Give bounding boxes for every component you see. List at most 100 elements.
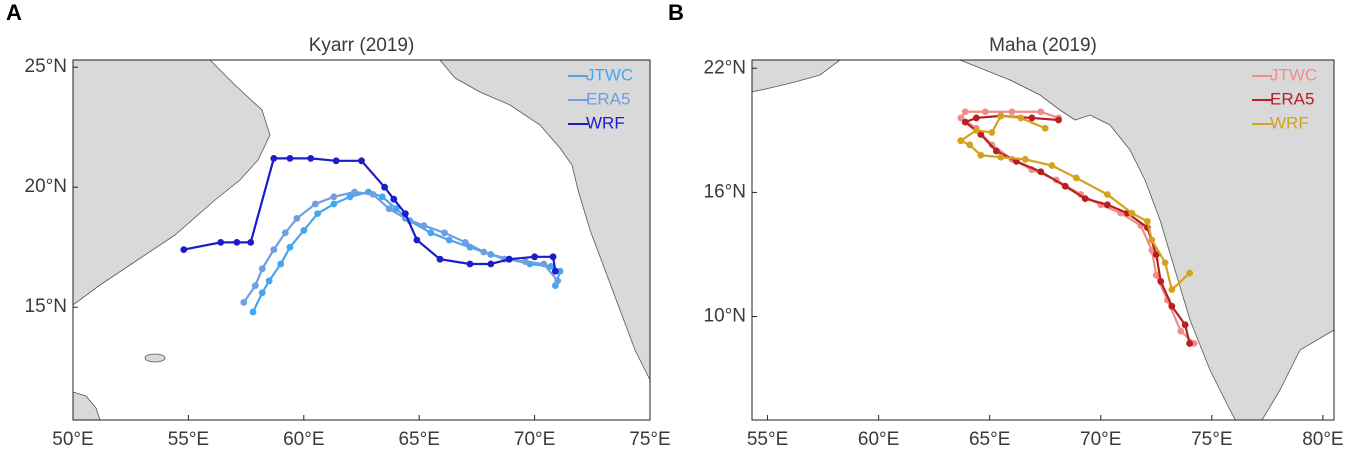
track-point (332, 157, 340, 165)
track-point (330, 193, 338, 201)
track-point (265, 277, 273, 285)
track-point (992, 147, 1000, 155)
track-point (997, 153, 1005, 161)
track-point (1152, 271, 1160, 279)
track-point (521, 258, 529, 265)
x-tick-label: 65°E (969, 429, 1010, 450)
chart-title: Maha (2019) (989, 35, 1097, 56)
x-tick-label: 50°E (52, 429, 93, 450)
track-point (977, 151, 985, 159)
track-point (1168, 286, 1176, 294)
track-point (281, 229, 289, 237)
track-point (277, 260, 285, 268)
track-point (1021, 155, 1029, 163)
y-tick-label: 10°N (704, 306, 746, 327)
track-point (369, 191, 377, 198)
y-tick-label: 16°N (704, 181, 746, 202)
track-point (1152, 251, 1160, 258)
track-line (252, 190, 562, 313)
track-point (240, 299, 248, 306)
track-point (1177, 327, 1185, 335)
x-tick-label: 55°E (747, 429, 788, 450)
track-point (981, 108, 989, 116)
track-point (351, 188, 358, 196)
land (439, 60, 650, 381)
track-point (293, 215, 301, 222)
track-point (247, 239, 255, 246)
track-point (381, 183, 388, 191)
y-tick-label: 25°N (25, 56, 67, 77)
track-point (1072, 174, 1080, 182)
track-point (314, 210, 322, 218)
track-point (1008, 108, 1016, 116)
track-point (378, 193, 386, 201)
track-point (961, 118, 969, 126)
track-point (441, 229, 448, 237)
x-tick-label: 65°E (398, 429, 439, 450)
track-point (977, 131, 985, 138)
x-tick-label: 75°E (1191, 429, 1232, 450)
track-point (311, 200, 319, 208)
legend-label: ERA5 (586, 89, 630, 108)
track-point (972, 114, 980, 122)
track-point (270, 246, 278, 254)
track-point (966, 141, 974, 149)
track-point (390, 195, 398, 203)
track-point (358, 157, 365, 165)
track-point (1186, 269, 1194, 277)
track-point (307, 155, 315, 162)
track-point (270, 155, 278, 162)
track-point (957, 137, 965, 145)
track-point (1048, 162, 1056, 169)
track-point (392, 205, 400, 213)
land-a (73, 60, 650, 420)
track-point (531, 253, 538, 261)
track-point (957, 114, 965, 122)
chart-title: Kyarr (2019) (309, 35, 415, 56)
track-point (1028, 114, 1036, 122)
land (73, 391, 101, 420)
track-point (554, 277, 562, 285)
x-tick-label: 70°E (1080, 429, 1121, 450)
land-b (752, 60, 1334, 420)
x-tick-label: 70°E (514, 429, 555, 450)
track-point (445, 236, 453, 244)
track-point (1061, 182, 1069, 190)
track-point (1041, 124, 1049, 132)
panel-label: B (668, 0, 684, 25)
plot-frame (72, 59, 651, 421)
track-point (385, 205, 393, 213)
track-point (1144, 217, 1151, 225)
track-point (1055, 116, 1062, 124)
x-tick-label: 75°E (629, 429, 670, 450)
track-point (1168, 302, 1176, 310)
track-point (1161, 259, 1169, 267)
track-point (217, 239, 225, 246)
x-tick-label: 55°E (168, 429, 209, 450)
track-point (258, 265, 266, 273)
track-point (180, 246, 188, 254)
tracks (957, 108, 1198, 347)
track-point (1104, 201, 1111, 209)
track-point (1181, 321, 1189, 329)
x-tick-label: 60°E (858, 429, 899, 450)
legend-label: JTWC (586, 65, 633, 84)
track-point (420, 222, 428, 230)
track-point (547, 263, 555, 270)
track-point (972, 126, 980, 134)
track-point (413, 236, 421, 244)
y-tick-label: 20°N (25, 176, 67, 197)
track-point (330, 200, 338, 208)
track-point (436, 255, 444, 263)
track-point (1037, 168, 1045, 176)
track-point (251, 282, 259, 289)
legend-label: WRF (586, 113, 625, 132)
legend-label: ERA5 (1270, 89, 1314, 108)
land (144, 353, 166, 363)
track-point (233, 239, 241, 246)
track-point (1017, 114, 1025, 122)
y-tick-label: 22°N (704, 57, 746, 78)
track-point (346, 193, 354, 201)
track-point (300, 227, 308, 234)
